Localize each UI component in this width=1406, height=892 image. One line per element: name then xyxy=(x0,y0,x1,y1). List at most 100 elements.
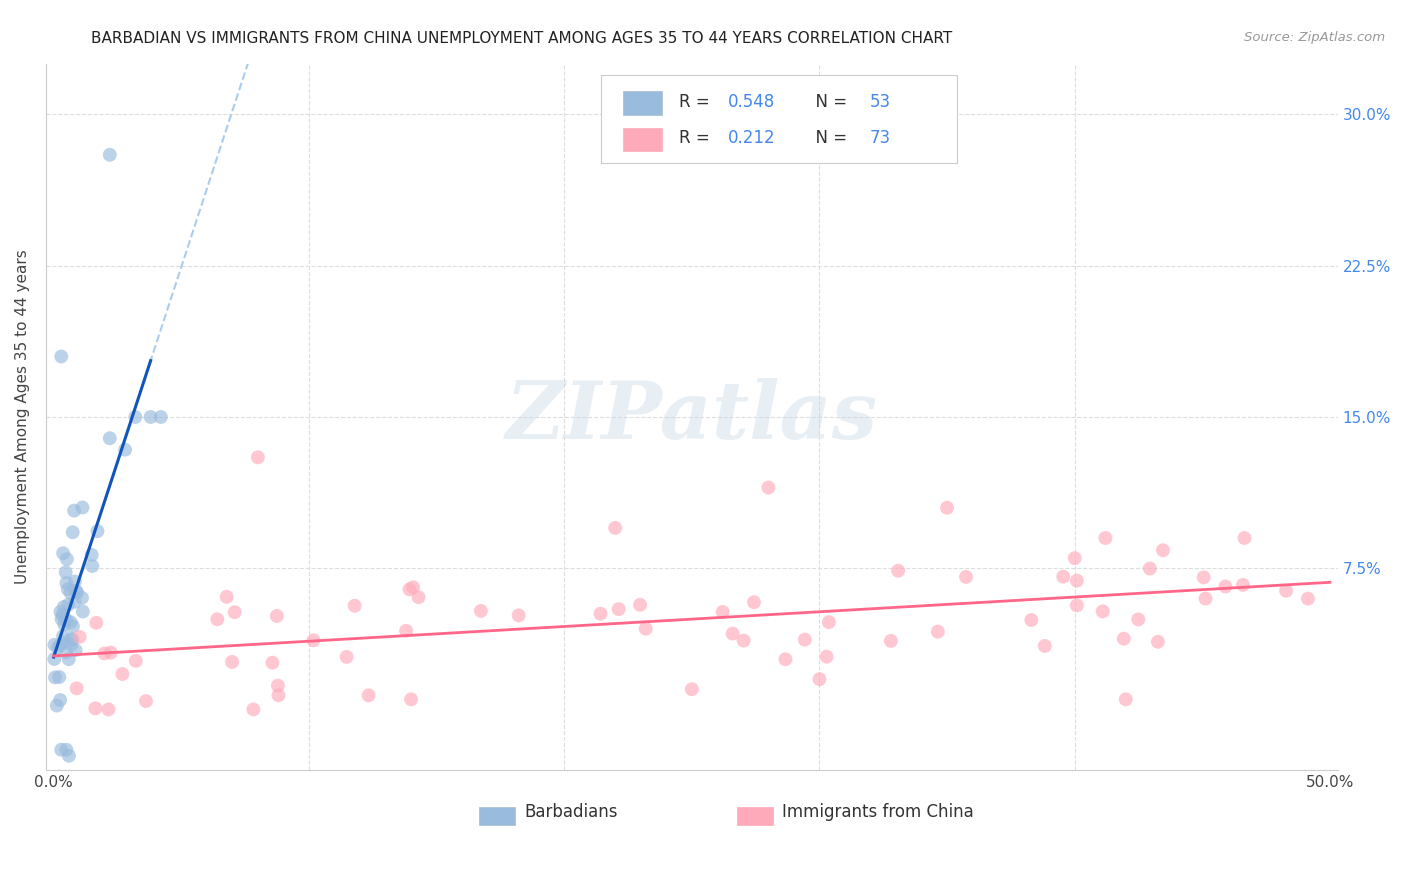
Text: Immigrants from China: Immigrants from China xyxy=(782,804,974,822)
Point xyxy=(246,450,269,465)
Text: BARBADIAN VS IMMIGRANTS FROM CHINA UNEMPLOYMENT AMONG AGES 35 TO 44 YEARS CORREL: BARBADIAN VS IMMIGRANTS FROM CHINA UNEMP… xyxy=(91,31,953,46)
Point xyxy=(357,689,380,703)
Point xyxy=(80,548,103,562)
Point xyxy=(52,599,75,614)
Point xyxy=(1128,612,1150,626)
Point xyxy=(1194,591,1216,606)
Point xyxy=(1063,551,1085,566)
Point xyxy=(114,442,136,457)
Point xyxy=(48,670,70,684)
Point xyxy=(45,698,67,713)
Point xyxy=(100,646,122,660)
Point xyxy=(69,630,91,644)
Point xyxy=(111,667,134,681)
Text: Barbadians: Barbadians xyxy=(524,804,617,822)
Point xyxy=(59,632,82,647)
Point xyxy=(508,608,530,623)
Point xyxy=(395,624,418,638)
Point xyxy=(124,409,146,424)
FancyBboxPatch shape xyxy=(623,91,662,115)
Text: Source: ZipAtlas.com: Source: ZipAtlas.com xyxy=(1244,31,1385,45)
Point xyxy=(82,559,104,574)
Point xyxy=(242,702,264,716)
Point xyxy=(49,693,72,707)
Point xyxy=(408,591,430,605)
Point xyxy=(62,619,84,633)
Text: N =: N = xyxy=(806,93,853,111)
Point xyxy=(936,500,959,515)
Point xyxy=(733,633,755,648)
Point xyxy=(44,652,66,666)
Point xyxy=(887,564,910,578)
Point xyxy=(93,646,115,660)
Point xyxy=(56,552,79,566)
Point xyxy=(59,586,82,600)
Point xyxy=(207,612,229,626)
Point xyxy=(125,654,148,668)
Point xyxy=(1052,570,1074,584)
Point xyxy=(44,670,66,684)
Point xyxy=(63,595,86,609)
Point xyxy=(336,649,359,664)
Point xyxy=(52,546,75,560)
Point xyxy=(775,652,797,666)
Point xyxy=(56,582,79,597)
Point xyxy=(302,633,325,648)
Point xyxy=(139,409,162,424)
Point xyxy=(1094,531,1116,545)
Point xyxy=(51,607,73,622)
Point xyxy=(215,590,238,604)
Point xyxy=(55,576,77,591)
Point xyxy=(72,500,94,515)
Point xyxy=(62,632,84,647)
Point xyxy=(63,574,86,589)
Point xyxy=(605,521,627,535)
FancyBboxPatch shape xyxy=(602,75,956,163)
Point xyxy=(53,617,76,632)
Point xyxy=(721,626,744,640)
Point xyxy=(221,655,243,669)
Point xyxy=(628,598,651,612)
Point xyxy=(398,582,420,597)
Point xyxy=(86,524,108,538)
Point xyxy=(60,638,83,652)
Point xyxy=(399,692,422,706)
Point xyxy=(58,598,80,612)
Point xyxy=(65,643,87,657)
Point xyxy=(1275,583,1298,598)
Point xyxy=(55,645,77,659)
Point xyxy=(59,615,82,630)
Point xyxy=(66,585,89,599)
Point xyxy=(955,570,977,584)
Point xyxy=(98,431,121,445)
Point xyxy=(149,409,172,424)
Point xyxy=(66,681,89,696)
Text: 53: 53 xyxy=(870,93,891,111)
Point xyxy=(402,580,425,594)
Point xyxy=(58,652,80,666)
FancyBboxPatch shape xyxy=(623,128,662,152)
Point xyxy=(1021,613,1043,627)
Point xyxy=(49,605,72,619)
Point xyxy=(1147,634,1170,648)
Point xyxy=(758,481,780,495)
Point xyxy=(52,636,75,650)
Point xyxy=(1215,580,1237,594)
Point xyxy=(267,679,290,693)
Point xyxy=(1066,574,1088,588)
Point xyxy=(51,612,73,626)
Point xyxy=(1139,561,1161,575)
Text: 0.548: 0.548 xyxy=(728,93,775,111)
Point xyxy=(51,743,73,757)
Point xyxy=(793,632,815,647)
Point xyxy=(51,350,73,364)
Point xyxy=(742,595,765,609)
Point xyxy=(135,694,157,708)
Point xyxy=(267,688,290,702)
Point xyxy=(1091,604,1114,618)
Point xyxy=(1033,639,1056,653)
Point xyxy=(1112,632,1135,646)
Point xyxy=(72,605,94,619)
Point xyxy=(98,148,121,162)
Point xyxy=(607,602,630,616)
